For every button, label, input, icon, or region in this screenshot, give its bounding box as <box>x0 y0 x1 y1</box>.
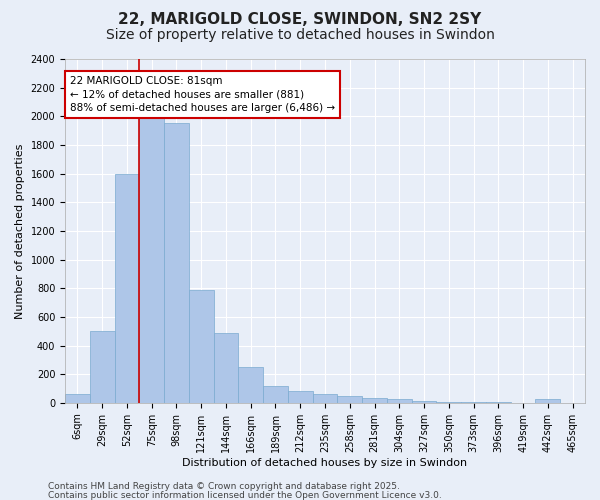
Text: 22, MARIGOLD CLOSE, SWINDON, SN2 2SY: 22, MARIGOLD CLOSE, SWINDON, SN2 2SY <box>118 12 482 28</box>
Bar <box>337 396 362 403</box>
Bar <box>139 116 164 403</box>
Bar <box>65 394 90 403</box>
Bar <box>288 392 313 403</box>
Text: Size of property relative to detached houses in Swindon: Size of property relative to detached ho… <box>106 28 494 42</box>
Bar <box>436 402 461 403</box>
Bar <box>412 402 436 403</box>
Bar <box>214 332 238 403</box>
Bar <box>90 331 115 403</box>
Bar <box>461 402 486 403</box>
Text: 22 MARIGOLD CLOSE: 81sqm
← 12% of detached houses are smaller (881)
88% of semi-: 22 MARIGOLD CLOSE: 81sqm ← 12% of detach… <box>70 76 335 112</box>
X-axis label: Distribution of detached houses by size in Swindon: Distribution of detached houses by size … <box>182 458 467 468</box>
Text: Contains HM Land Registry data © Crown copyright and database right 2025.: Contains HM Land Registry data © Crown c… <box>48 482 400 491</box>
Bar <box>164 124 189 403</box>
Bar <box>535 398 560 403</box>
Y-axis label: Number of detached properties: Number of detached properties <box>15 143 25 318</box>
Bar <box>189 290 214 403</box>
Bar <box>387 398 412 403</box>
Bar <box>238 367 263 403</box>
Bar <box>313 394 337 403</box>
Bar <box>115 174 139 403</box>
Bar <box>263 386 288 403</box>
Bar <box>362 398 387 403</box>
Text: Contains public sector information licensed under the Open Government Licence v3: Contains public sector information licen… <box>48 491 442 500</box>
